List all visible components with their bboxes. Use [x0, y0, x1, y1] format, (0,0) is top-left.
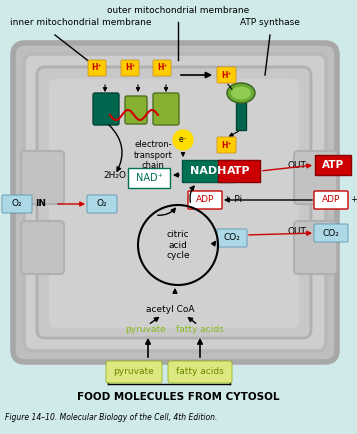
Text: pyruvate: pyruvate	[125, 326, 165, 335]
FancyBboxPatch shape	[188, 191, 222, 209]
FancyBboxPatch shape	[13, 43, 337, 362]
FancyBboxPatch shape	[217, 67, 236, 83]
Text: e⁻: e⁻	[179, 135, 187, 145]
Text: OUT: OUT	[287, 227, 306, 237]
FancyBboxPatch shape	[2, 195, 32, 213]
FancyBboxPatch shape	[93, 93, 119, 125]
Text: H⁺: H⁺	[221, 141, 231, 149]
Text: OUT: OUT	[287, 161, 306, 170]
Text: H⁺: H⁺	[92, 63, 102, 72]
Bar	[315, 155, 351, 175]
FancyBboxPatch shape	[87, 195, 117, 213]
Circle shape	[173, 130, 193, 150]
Text: inner mitochondrial membrane: inner mitochondrial membrane	[10, 18, 151, 27]
Ellipse shape	[227, 83, 255, 103]
FancyBboxPatch shape	[217, 137, 236, 153]
Text: Figure 14–10. Molecular Biology of the Cell, 4th Edition.: Figure 14–10. Molecular Biology of the C…	[5, 414, 217, 423]
FancyBboxPatch shape	[153, 60, 171, 76]
Bar	[236, 100, 246, 130]
Text: NAD⁺: NAD⁺	[136, 173, 162, 183]
Ellipse shape	[231, 86, 251, 99]
FancyBboxPatch shape	[121, 60, 139, 76]
Text: outer mitochondrial membrane: outer mitochondrial membrane	[107, 6, 249, 15]
Text: H⁺: H⁺	[157, 63, 167, 72]
Text: CO₂: CO₂	[323, 228, 340, 237]
FancyBboxPatch shape	[314, 191, 348, 209]
Text: O₂: O₂	[97, 200, 107, 208]
Text: electron-
transport
chain: electron- transport chain	[134, 140, 172, 170]
FancyBboxPatch shape	[125, 96, 147, 124]
Text: 2H₂O: 2H₂O	[104, 171, 126, 180]
Text: O₂: O₂	[12, 200, 22, 208]
FancyBboxPatch shape	[106, 361, 162, 383]
FancyBboxPatch shape	[21, 221, 64, 274]
Text: ATP: ATP	[227, 166, 251, 176]
FancyBboxPatch shape	[294, 221, 337, 274]
Text: H⁺: H⁺	[221, 70, 231, 79]
Text: ATP: ATP	[322, 160, 344, 170]
FancyBboxPatch shape	[37, 67, 311, 338]
FancyBboxPatch shape	[314, 224, 348, 242]
FancyBboxPatch shape	[49, 79, 299, 328]
FancyBboxPatch shape	[153, 93, 179, 125]
Text: ATP synthase: ATP synthase	[240, 18, 300, 27]
Bar	[128, 168, 170, 188]
FancyBboxPatch shape	[217, 229, 247, 247]
FancyBboxPatch shape	[24, 54, 326, 351]
Text: IN: IN	[35, 200, 46, 208]
Text: H⁺: H⁺	[125, 63, 135, 72]
Text: + Pi: + Pi	[351, 195, 357, 204]
Text: pyruvate: pyruvate	[114, 368, 154, 377]
Text: fatty acids: fatty acids	[176, 326, 224, 335]
Text: + Pi: + Pi	[224, 195, 242, 204]
Bar	[218, 160, 260, 182]
Text: ADP: ADP	[196, 195, 214, 204]
FancyBboxPatch shape	[168, 361, 232, 383]
Text: CO₂: CO₂	[223, 233, 240, 243]
Bar	[182, 160, 234, 182]
FancyBboxPatch shape	[88, 60, 106, 76]
FancyBboxPatch shape	[294, 151, 337, 204]
Text: fatty acids: fatty acids	[176, 368, 224, 377]
Text: citric
acid
cycle: citric acid cycle	[166, 230, 190, 260]
Text: NADH: NADH	[190, 166, 226, 176]
FancyBboxPatch shape	[21, 151, 64, 204]
Text: FOOD MOLECULES FROM CYTOSOL: FOOD MOLECULES FROM CYTOSOL	[77, 392, 279, 402]
Text: ADP: ADP	[322, 195, 340, 204]
Text: acetyl CoA: acetyl CoA	[146, 306, 194, 315]
